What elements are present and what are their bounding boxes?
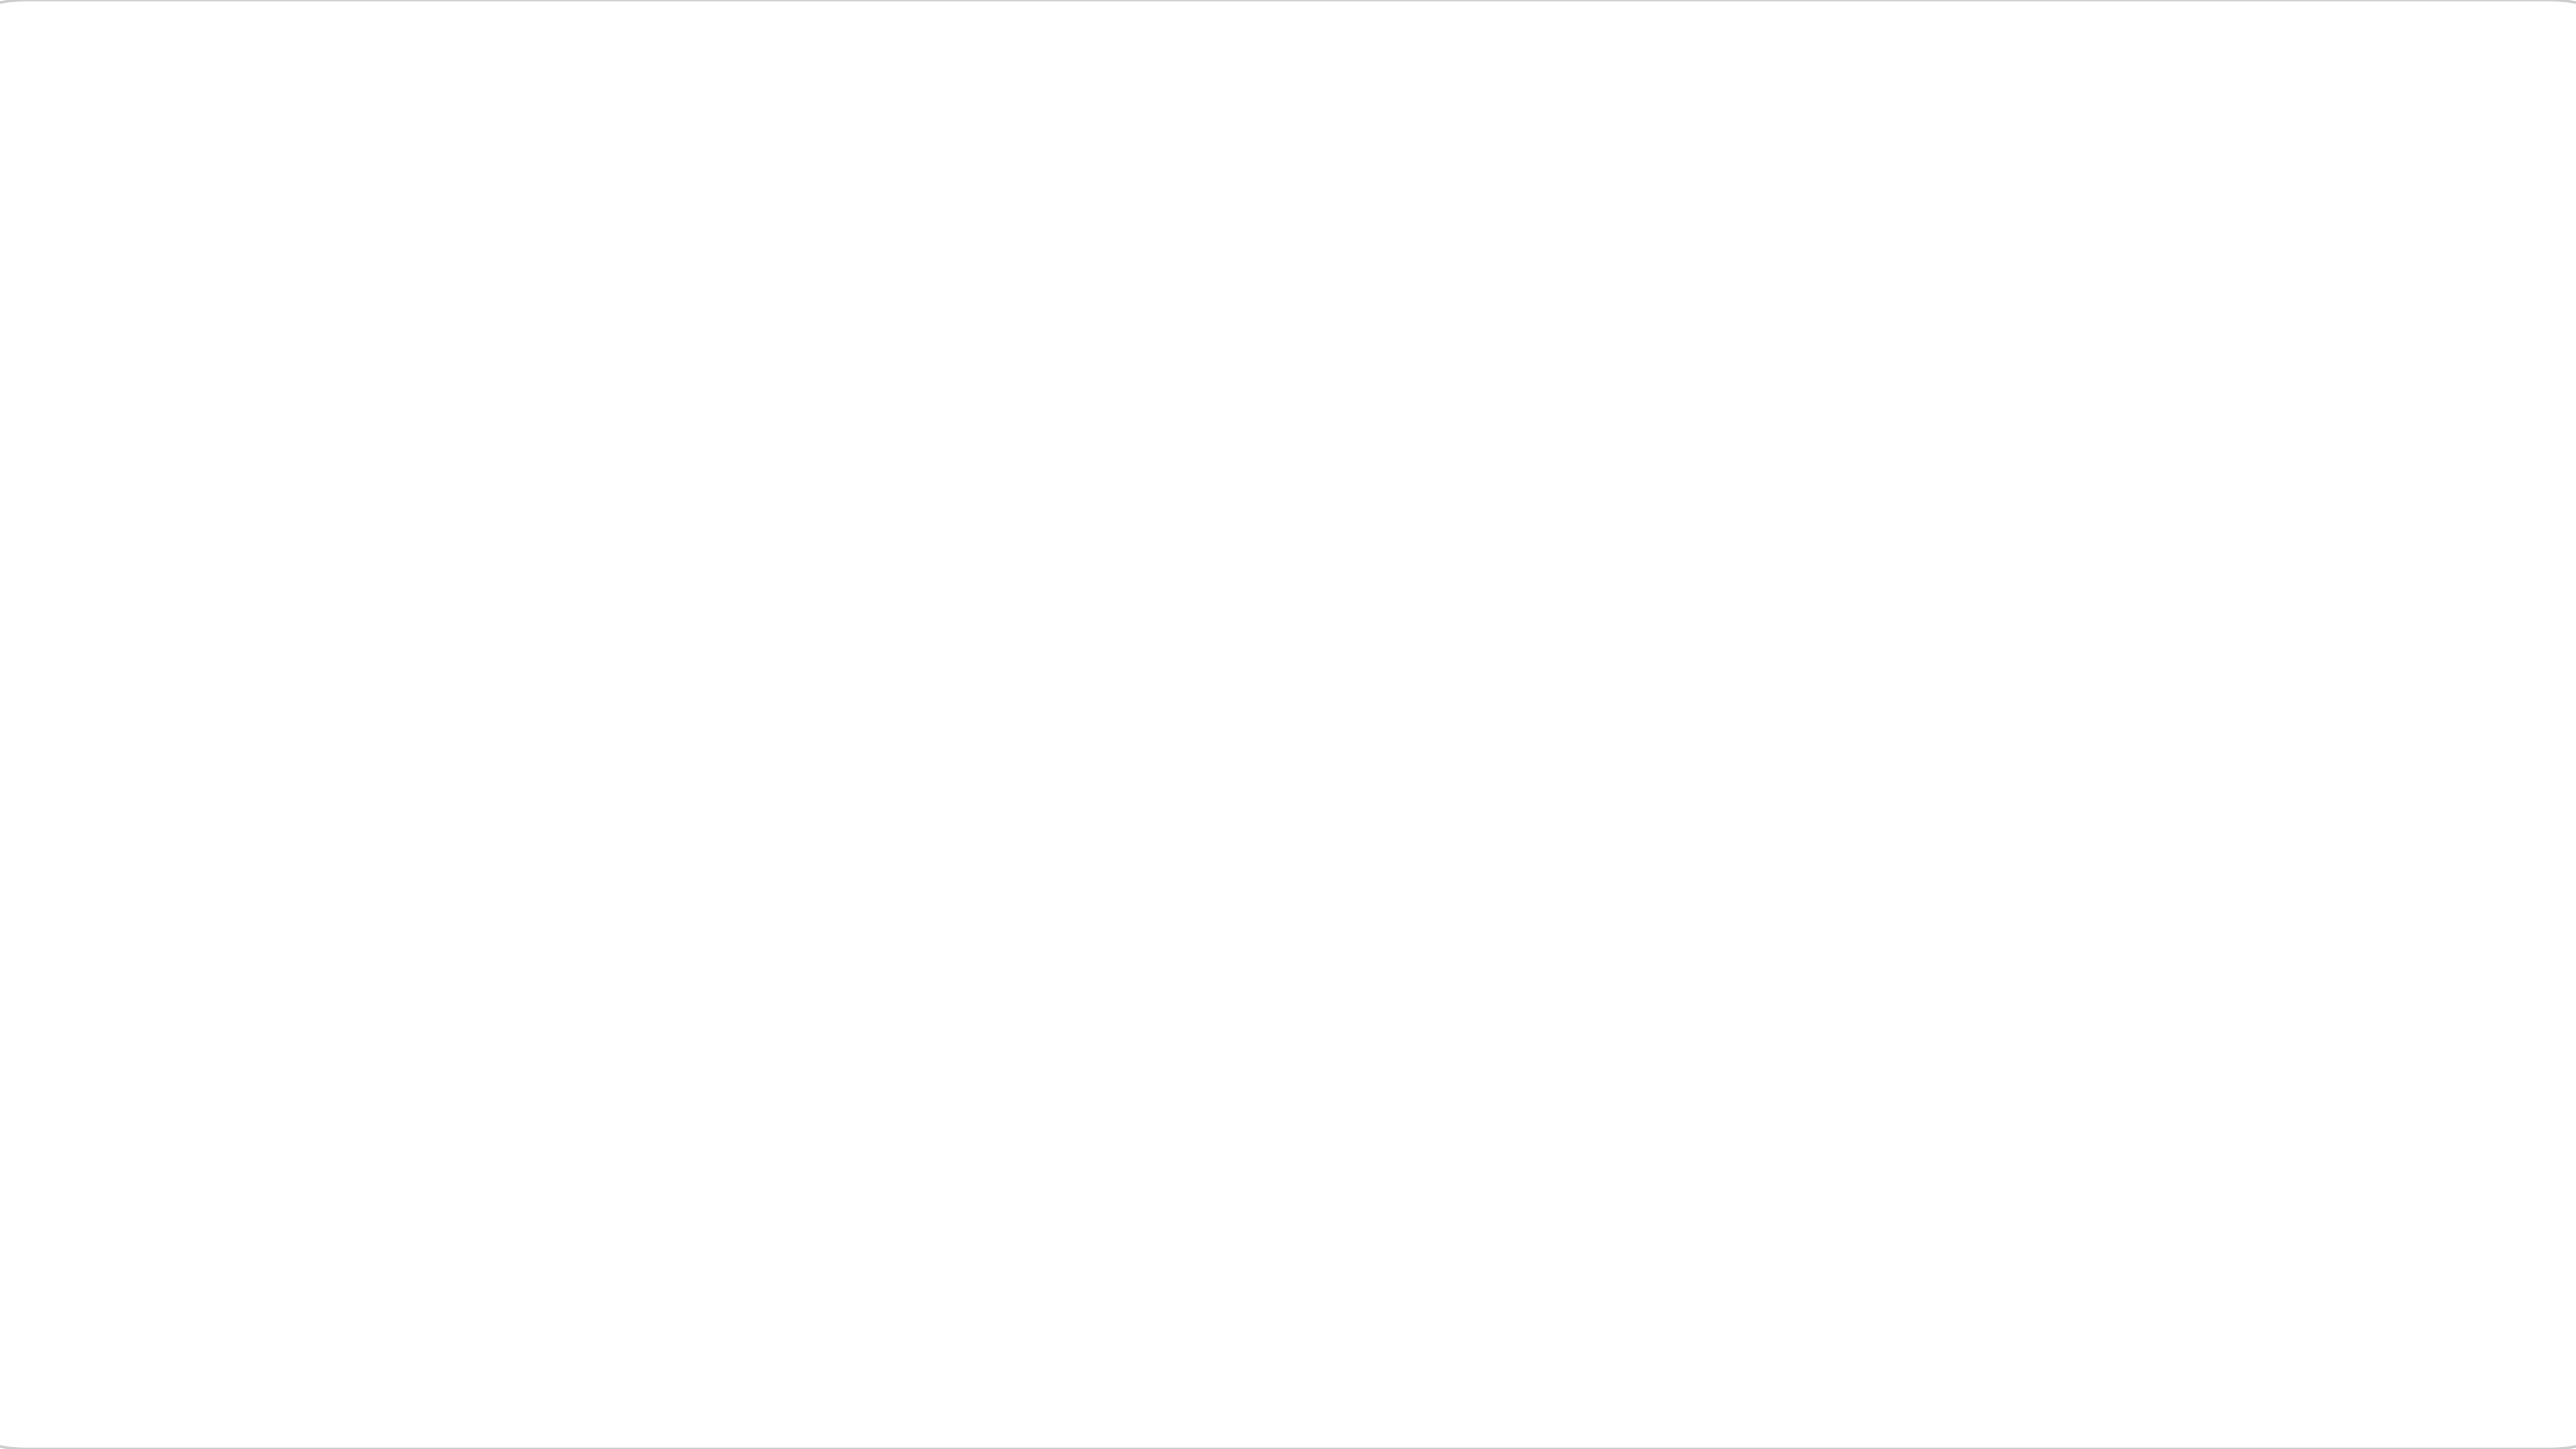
Limited a lot: [1662, 882, 1692, 900]
Line: Limited a lot: Limited a lot: [325, 801, 2357, 917]
Not limited by a health condition or disability: [1662, 1033, 1692, 1051]
Limited a lot: [317, 798, 348, 816]
Line: Not limited by a health condition or disability: Not limited by a health condition or dis…: [325, 1035, 2357, 1095]
Not limited by a health condition or disability: [317, 1033, 348, 1051]
Limited a lot: [2334, 855, 2365, 872]
Text: 38%: 38%: [634, 853, 701, 881]
Not limited by a health condition or disability: [989, 1052, 1020, 1069]
Not limited by a health condition or disability: [1999, 1061, 2030, 1078]
Limited a little: [1999, 977, 2030, 994]
Text: 26%: 26%: [2316, 966, 2383, 993]
Not limited by a health condition or disability: [652, 1042, 683, 1059]
Text: 41%: 41%: [1306, 826, 1376, 852]
Text: 30%: 30%: [299, 929, 366, 955]
Text: 45%: 45%: [971, 788, 1038, 814]
Limited a lot: [1999, 809, 2030, 826]
Limited a little: [2334, 1014, 2365, 1032]
Limited a little: [989, 1004, 1020, 1022]
Line: Limited a little: Limited a little: [325, 969, 2357, 1029]
Text: 24%: 24%: [299, 1072, 366, 1098]
Limited a little: [1662, 987, 1692, 1004]
Text: 19%: 19%: [2316, 1119, 2385, 1146]
Text: 21%: 21%: [1981, 1100, 2048, 1127]
Text: 40%: 40%: [1643, 835, 1710, 862]
Text: 48%: 48%: [1981, 759, 2048, 787]
Limited a little: [1327, 987, 1358, 1004]
Legend: Limited a lot, Limited a little, Not limited by a health condition or disability: Limited a lot, Limited a little, Not lim…: [281, 52, 1801, 103]
Limited a little: [652, 968, 683, 985]
Text: 49%: 49%: [296, 751, 366, 777]
Limited a lot: [989, 836, 1020, 853]
Text: 30%: 30%: [1981, 929, 2048, 955]
Not limited by a health condition or disability: [1327, 1042, 1358, 1059]
Not limited by a health condition or disability: [2334, 1080, 2365, 1097]
Limited a lot: [1327, 874, 1358, 891]
Text: 43%: 43%: [2316, 807, 2383, 833]
Limited a little: [317, 977, 348, 994]
Limited a lot: [652, 901, 683, 919]
